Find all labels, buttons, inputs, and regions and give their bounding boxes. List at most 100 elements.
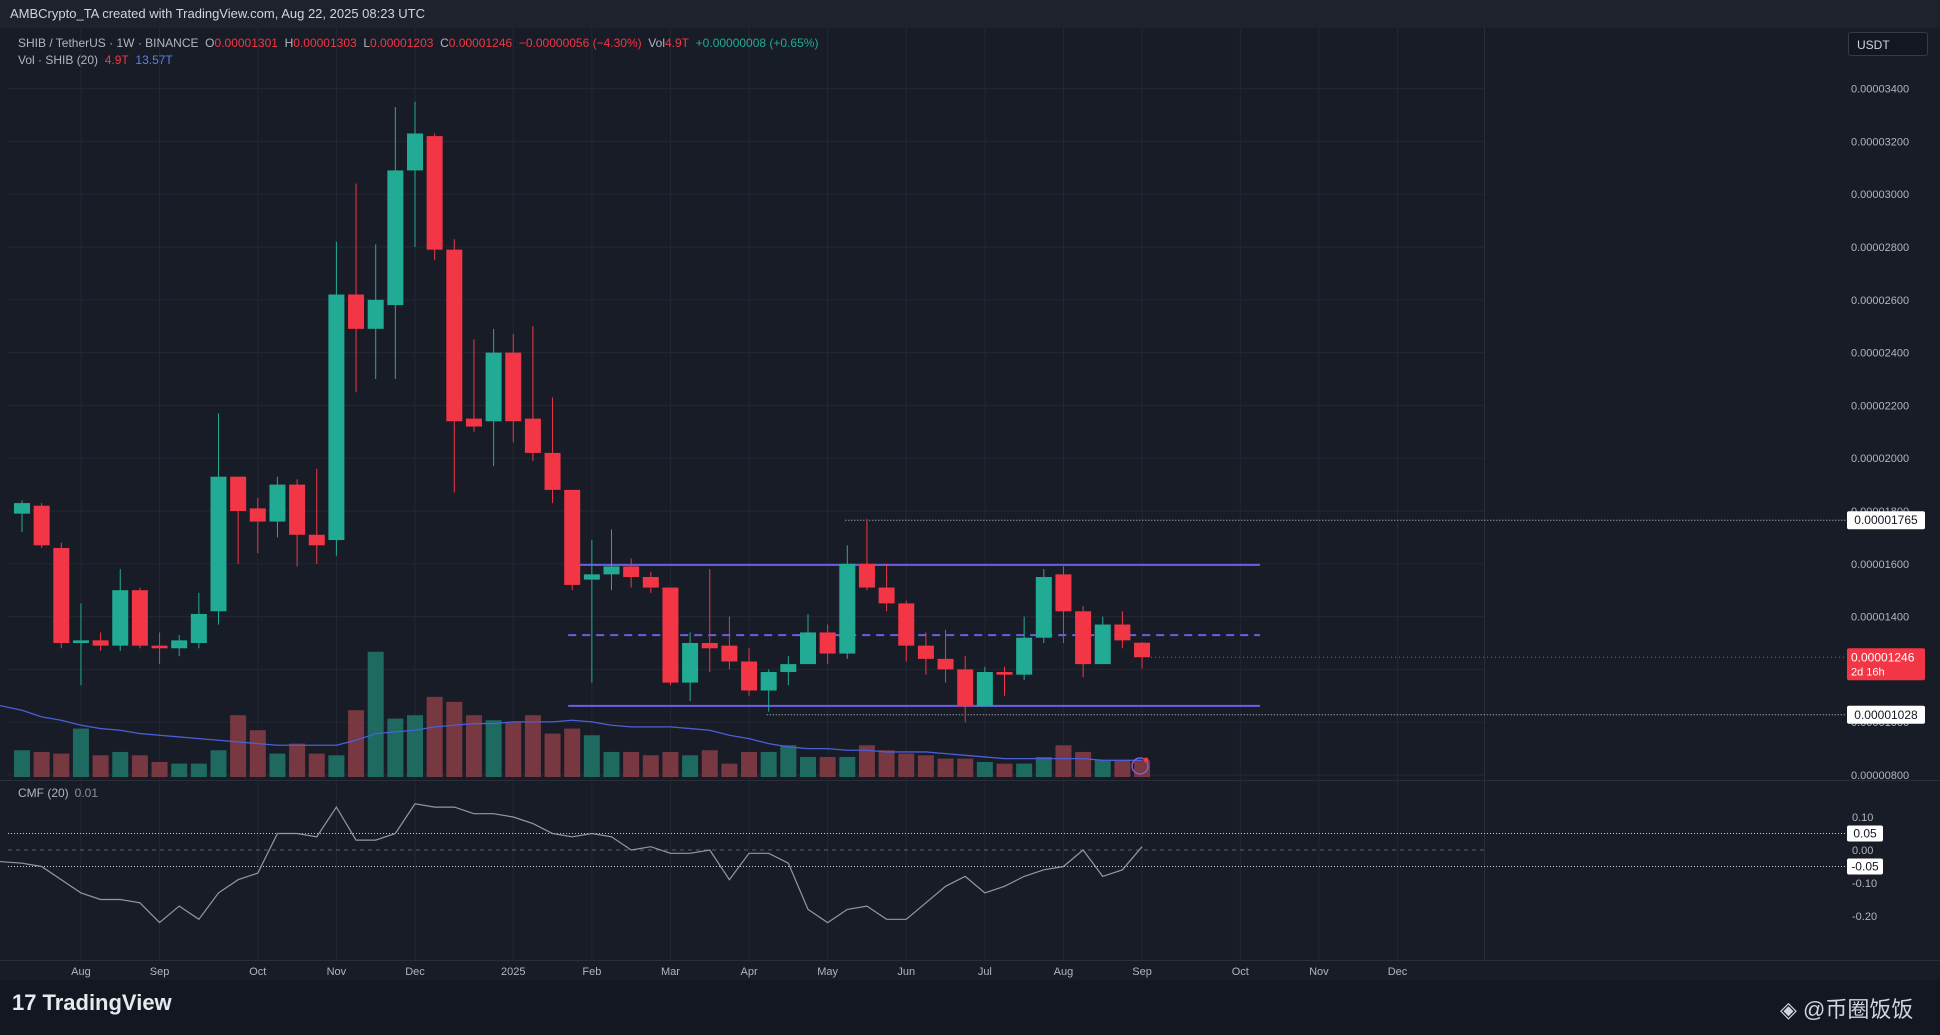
time-tick-label: Sep	[1132, 966, 1152, 978]
volume-ma-value-1: 4.9T	[104, 53, 129, 67]
candle-body	[780, 664, 797, 673]
candle-body	[878, 587, 895, 604]
current-price-label: 0.00001246	[1851, 650, 1915, 664]
cmf-value: 0.01	[74, 786, 99, 800]
volume-bar	[367, 651, 384, 777]
candle-body	[289, 484, 306, 535]
volume-bar	[328, 755, 345, 777]
candle-body	[839, 563, 856, 654]
price-tick-label: 0.00000800	[1851, 770, 1909, 782]
tradingview-logo[interactable]: 17 TradingView	[12, 990, 172, 1016]
cmf-band-label: -0.05	[1851, 860, 1879, 874]
candle-body	[564, 489, 581, 585]
volume-bar	[1114, 760, 1131, 777]
volume-bar	[800, 756, 816, 777]
time-tick-label: 2025	[501, 966, 525, 978]
volume-bar	[996, 763, 1013, 777]
candle-body	[72, 640, 89, 643]
price-chart-svg[interactable]: 0.00003400 0.00003200 0.00003000 0.00002800…	[0, 28, 1940, 980]
volume-bar	[623, 751, 640, 777]
candle-body	[407, 133, 423, 171]
volume-bar	[780, 745, 797, 777]
volume-bar	[662, 751, 679, 777]
candle-body	[308, 534, 325, 546]
time-tick-label: Jun	[897, 966, 915, 978]
candle-body	[485, 352, 502, 422]
candle-body	[151, 645, 168, 649]
price-tick-label: 0.00001400	[1851, 612, 1909, 624]
candle-body	[917, 645, 934, 659]
volume-bar	[524, 715, 541, 777]
cmf-tick-label: 0.00	[1852, 845, 1873, 857]
volume-bar	[819, 756, 836, 777]
candle-body	[53, 547, 70, 643]
price-tick-label: 0.00002400	[1851, 348, 1909, 360]
price-tick-label: 0.00003400	[1851, 84, 1909, 96]
time-tick-label: Jul	[978, 966, 992, 978]
candle-body	[505, 352, 522, 422]
price-tick-label: 0.00002800	[1851, 242, 1909, 254]
price-tick-label: 0.00001600	[1851, 559, 1909, 571]
volume-bar	[210, 750, 227, 777]
candle-body	[1055, 574, 1072, 612]
alert-dot-icon	[1143, 757, 1149, 763]
candle-body	[819, 632, 836, 654]
candle-body	[1134, 642, 1151, 658]
candle-body	[741, 661, 758, 691]
candle-body	[92, 640, 109, 646]
symbol-label[interactable]: SHIB / TetherUS · 1W · BINANCE	[18, 36, 199, 50]
volume-bar	[131, 755, 148, 777]
low-value: 0.00001203	[370, 36, 434, 50]
candle-body	[524, 418, 541, 453]
price-tick-label: 0.00002000	[1851, 453, 1909, 465]
volume-bar	[230, 715, 247, 777]
level-marker-label: 0.00001028	[1854, 708, 1918, 722]
cmf-tick-label: -0.20	[1852, 911, 1877, 923]
cmf-tick-label: 0.10	[1852, 812, 1873, 824]
candle-body	[131, 590, 148, 646]
cmf-legend: CMF (20) 0.01	[18, 786, 98, 800]
volume-bar	[92, 755, 109, 777]
candle-body	[858, 563, 875, 588]
chart-area[interactable]: 0.00003400 0.00003200 0.00003000 0.00002800…	[0, 28, 1940, 980]
price-tick-label: 0.00003200	[1851, 136, 1909, 148]
candle-body	[328, 294, 345, 541]
time-tick-label: Dec	[1388, 966, 1408, 978]
open-value: 0.00001301	[214, 36, 278, 50]
ohlc-row: SHIB / TetherUS · 1W · BINANCE O0.000013…	[18, 36, 819, 50]
candle-body	[269, 484, 286, 522]
chart-title: AMBCrypto_TA created with TradingView.co…	[10, 6, 426, 21]
candle-body	[387, 170, 404, 306]
time-tick-label: Oct	[249, 966, 266, 978]
time-tick-label: Nov	[1309, 966, 1329, 978]
cmf-label[interactable]: CMF (20)	[18, 786, 69, 800]
cmf-band-tag	[1847, 825, 1883, 842]
volume-bar	[682, 755, 699, 777]
volume-bar	[1016, 763, 1033, 777]
candle-body	[662, 587, 679, 683]
cmf-line	[0, 803, 1143, 924]
candle-body	[996, 672, 1013, 675]
volume-bar	[1075, 751, 1092, 777]
candle-body	[367, 299, 384, 329]
candle-body	[33, 505, 50, 546]
time-tick-label: Dec	[405, 966, 425, 978]
volume-bar	[426, 696, 443, 777]
time-tick-label: Aug	[1054, 966, 1074, 978]
volume-ma-line	[0, 704, 1143, 761]
volume-value: 4.9T	[664, 36, 689, 50]
candle-body	[898, 603, 915, 646]
candle-body	[642, 577, 659, 588]
volume-bar	[308, 753, 325, 777]
volume-ma-label[interactable]: Vol · SHIB (20)	[18, 53, 99, 67]
volume-bar	[917, 755, 934, 777]
level-marker-tag	[1847, 511, 1925, 530]
currency-button[interactable]: USDT	[1848, 32, 1928, 56]
volume-bar	[760, 751, 777, 777]
candle-body	[465, 418, 482, 427]
candle-body	[1016, 637, 1033, 675]
price-pane-bg	[0, 28, 1940, 780]
level-marker-tag	[1847, 705, 1925, 724]
candle-body	[190, 613, 207, 643]
volume-bar	[171, 763, 188, 777]
